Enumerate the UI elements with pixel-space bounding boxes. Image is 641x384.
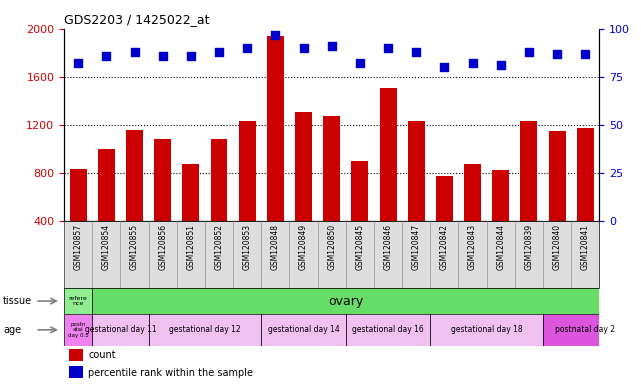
Text: GSM120845: GSM120845: [355, 224, 364, 270]
Text: GSM120855: GSM120855: [130, 224, 139, 270]
Bar: [92, 314, 149, 346]
Bar: [323, 116, 340, 269]
Bar: [543, 314, 628, 346]
Text: percentile rank within the sample: percentile rank within the sample: [88, 367, 253, 377]
Text: GSM120853: GSM120853: [243, 224, 252, 270]
Text: age: age: [3, 325, 21, 335]
Point: [186, 53, 196, 59]
Text: count: count: [88, 350, 116, 360]
Bar: [295, 112, 312, 269]
Text: GSM120844: GSM120844: [496, 224, 505, 270]
Bar: [379, 88, 397, 269]
Text: GSM120847: GSM120847: [412, 224, 420, 270]
Text: ovary: ovary: [328, 295, 363, 308]
Point: [158, 53, 168, 59]
Point: [552, 51, 562, 57]
Point: [101, 53, 112, 59]
Bar: [549, 131, 565, 269]
Text: GSM120849: GSM120849: [299, 224, 308, 270]
Text: GSM120856: GSM120856: [158, 224, 167, 270]
Point: [383, 45, 393, 51]
Text: GSM120851: GSM120851: [187, 224, 196, 270]
Text: GSM120843: GSM120843: [468, 224, 477, 270]
Text: gestational day 18: gestational day 18: [451, 325, 522, 334]
Point: [129, 49, 140, 55]
Bar: [345, 314, 430, 346]
Text: GSM120850: GSM120850: [327, 224, 337, 270]
Point: [271, 31, 281, 38]
Bar: [98, 149, 115, 269]
Bar: [464, 164, 481, 269]
Bar: [238, 121, 256, 269]
Text: GSM120842: GSM120842: [440, 224, 449, 270]
Point: [467, 60, 478, 66]
Bar: [351, 161, 369, 269]
Bar: [69, 349, 83, 361]
Bar: [408, 121, 425, 269]
Text: gestational day 14: gestational day 14: [268, 325, 340, 334]
Point: [214, 49, 224, 55]
Bar: [211, 139, 228, 269]
Bar: [154, 139, 171, 269]
Bar: [436, 176, 453, 269]
Text: gestational day 11: gestational day 11: [85, 325, 156, 334]
Bar: [70, 169, 87, 269]
Bar: [430, 314, 543, 346]
Bar: [267, 36, 284, 269]
Bar: [520, 121, 537, 269]
Bar: [262, 314, 345, 346]
Point: [242, 45, 253, 51]
Point: [411, 49, 421, 55]
Text: GSM120857: GSM120857: [74, 224, 83, 270]
Text: GSM120840: GSM120840: [553, 224, 562, 270]
Point: [327, 43, 337, 49]
Bar: [126, 129, 143, 269]
Text: gestational day 12: gestational day 12: [169, 325, 241, 334]
Point: [524, 49, 534, 55]
Text: GDS2203 / 1425022_at: GDS2203 / 1425022_at: [64, 13, 210, 26]
Bar: [577, 128, 594, 269]
Text: GSM120854: GSM120854: [102, 224, 111, 270]
Text: postn
atal
day 0.5: postn atal day 0.5: [68, 321, 88, 338]
Text: GSM120852: GSM120852: [215, 224, 224, 270]
Text: postnatal day 2: postnatal day 2: [555, 325, 615, 334]
Text: gestational day 16: gestational day 16: [352, 325, 424, 334]
Point: [354, 60, 365, 66]
Point: [495, 62, 506, 68]
Text: refere
nce: refere nce: [69, 296, 88, 306]
Text: GSM120839: GSM120839: [524, 224, 533, 270]
Bar: [69, 366, 83, 379]
Point: [299, 45, 309, 51]
Text: GSM120846: GSM120846: [383, 224, 392, 270]
Bar: [64, 288, 92, 314]
Text: GSM120841: GSM120841: [581, 224, 590, 270]
Bar: [183, 164, 199, 269]
Point: [73, 60, 83, 66]
Bar: [492, 170, 509, 269]
Bar: [149, 314, 262, 346]
Bar: [64, 314, 92, 346]
Point: [580, 51, 590, 57]
Point: [439, 64, 449, 70]
Text: GSM120848: GSM120848: [271, 224, 280, 270]
Text: tissue: tissue: [3, 296, 32, 306]
